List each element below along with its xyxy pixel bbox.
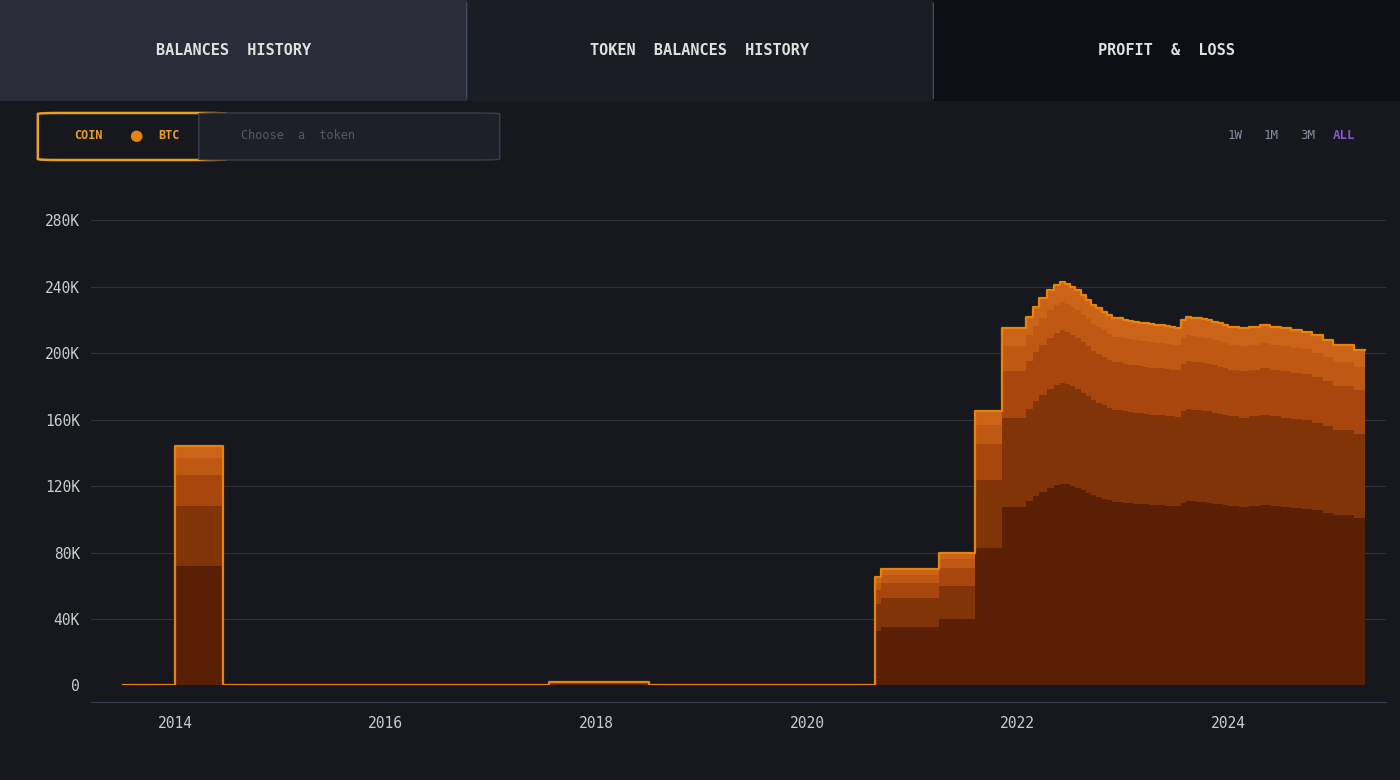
Text: BALANCES  HISTORY: BALANCES HISTORY (155, 43, 311, 58)
Text: 1M: 1M (1264, 129, 1278, 142)
Text: 1W: 1W (1228, 129, 1242, 142)
Text: ●: ● (129, 128, 143, 143)
Text: COIN: COIN (74, 129, 102, 142)
Text: BTC: BTC (158, 129, 179, 142)
Bar (466, 0, 934, 101)
Text: ALL: ALL (1333, 129, 1355, 142)
FancyBboxPatch shape (199, 113, 500, 160)
Bar (0, 0, 466, 101)
Text: Choose  a  token: Choose a token (241, 129, 354, 142)
Text: 3M: 3M (1301, 129, 1315, 142)
Text: PROFIT  &  LOSS: PROFIT & LOSS (1098, 43, 1235, 58)
Bar (934, 0, 1400, 101)
Text: TOKEN  BALANCES  HISTORY: TOKEN BALANCES HISTORY (591, 43, 809, 58)
